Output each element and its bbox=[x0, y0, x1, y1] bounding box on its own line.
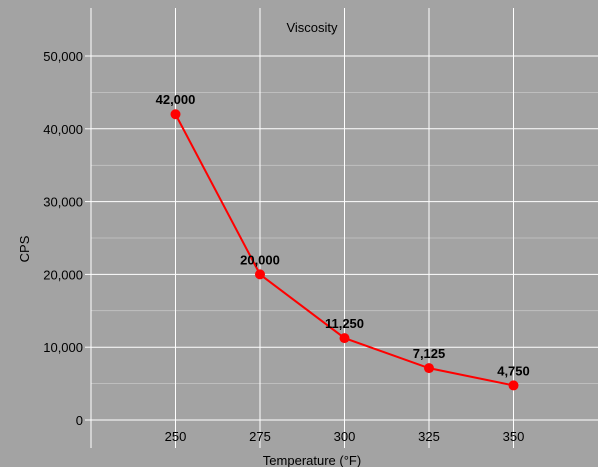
data-labels: 42,000 20,000 11,250 7,125 4,750 bbox=[156, 92, 530, 378]
series-layer bbox=[170, 109, 519, 391]
x-tick-label: 350 bbox=[503, 429, 525, 444]
axes: 0 10,000 20,000 30,000 40,000 50,000 250 275 300… bbox=[43, 8, 598, 448]
data-point bbox=[255, 269, 265, 280]
chart-title: Viscosity bbox=[286, 20, 338, 35]
data-point bbox=[170, 109, 181, 120]
x-tick-label: 325 bbox=[418, 429, 440, 444]
data-label: 7,125 bbox=[413, 346, 446, 361]
data-point bbox=[339, 333, 350, 344]
grid-lines bbox=[91, 8, 598, 448]
x-axis-title: Temperature (°F) bbox=[263, 453, 361, 467]
y-tick-label: 50,000 bbox=[43, 49, 83, 64]
y-tick-label: 30,000 bbox=[43, 195, 83, 210]
x-tick-label: 300 bbox=[334, 429, 356, 444]
y-tick-label: 0 bbox=[76, 413, 83, 428]
data-point bbox=[424, 363, 434, 374]
data-label: 20,000 bbox=[240, 252, 280, 267]
y-tick-label: 20,000 bbox=[43, 267, 83, 282]
x-tick-label: 250 bbox=[165, 429, 187, 444]
data-label: 11,250 bbox=[325, 316, 364, 331]
y-tick-label: 10,000 bbox=[43, 340, 83, 355]
y-axis-title: CPS bbox=[17, 235, 32, 262]
data-point bbox=[508, 380, 519, 391]
data-label: 4,750 bbox=[497, 363, 530, 378]
y-tick-label: 40,000 bbox=[43, 122, 83, 137]
data-label: 42,000 bbox=[156, 92, 196, 107]
x-tick-label: 275 bbox=[249, 429, 271, 444]
